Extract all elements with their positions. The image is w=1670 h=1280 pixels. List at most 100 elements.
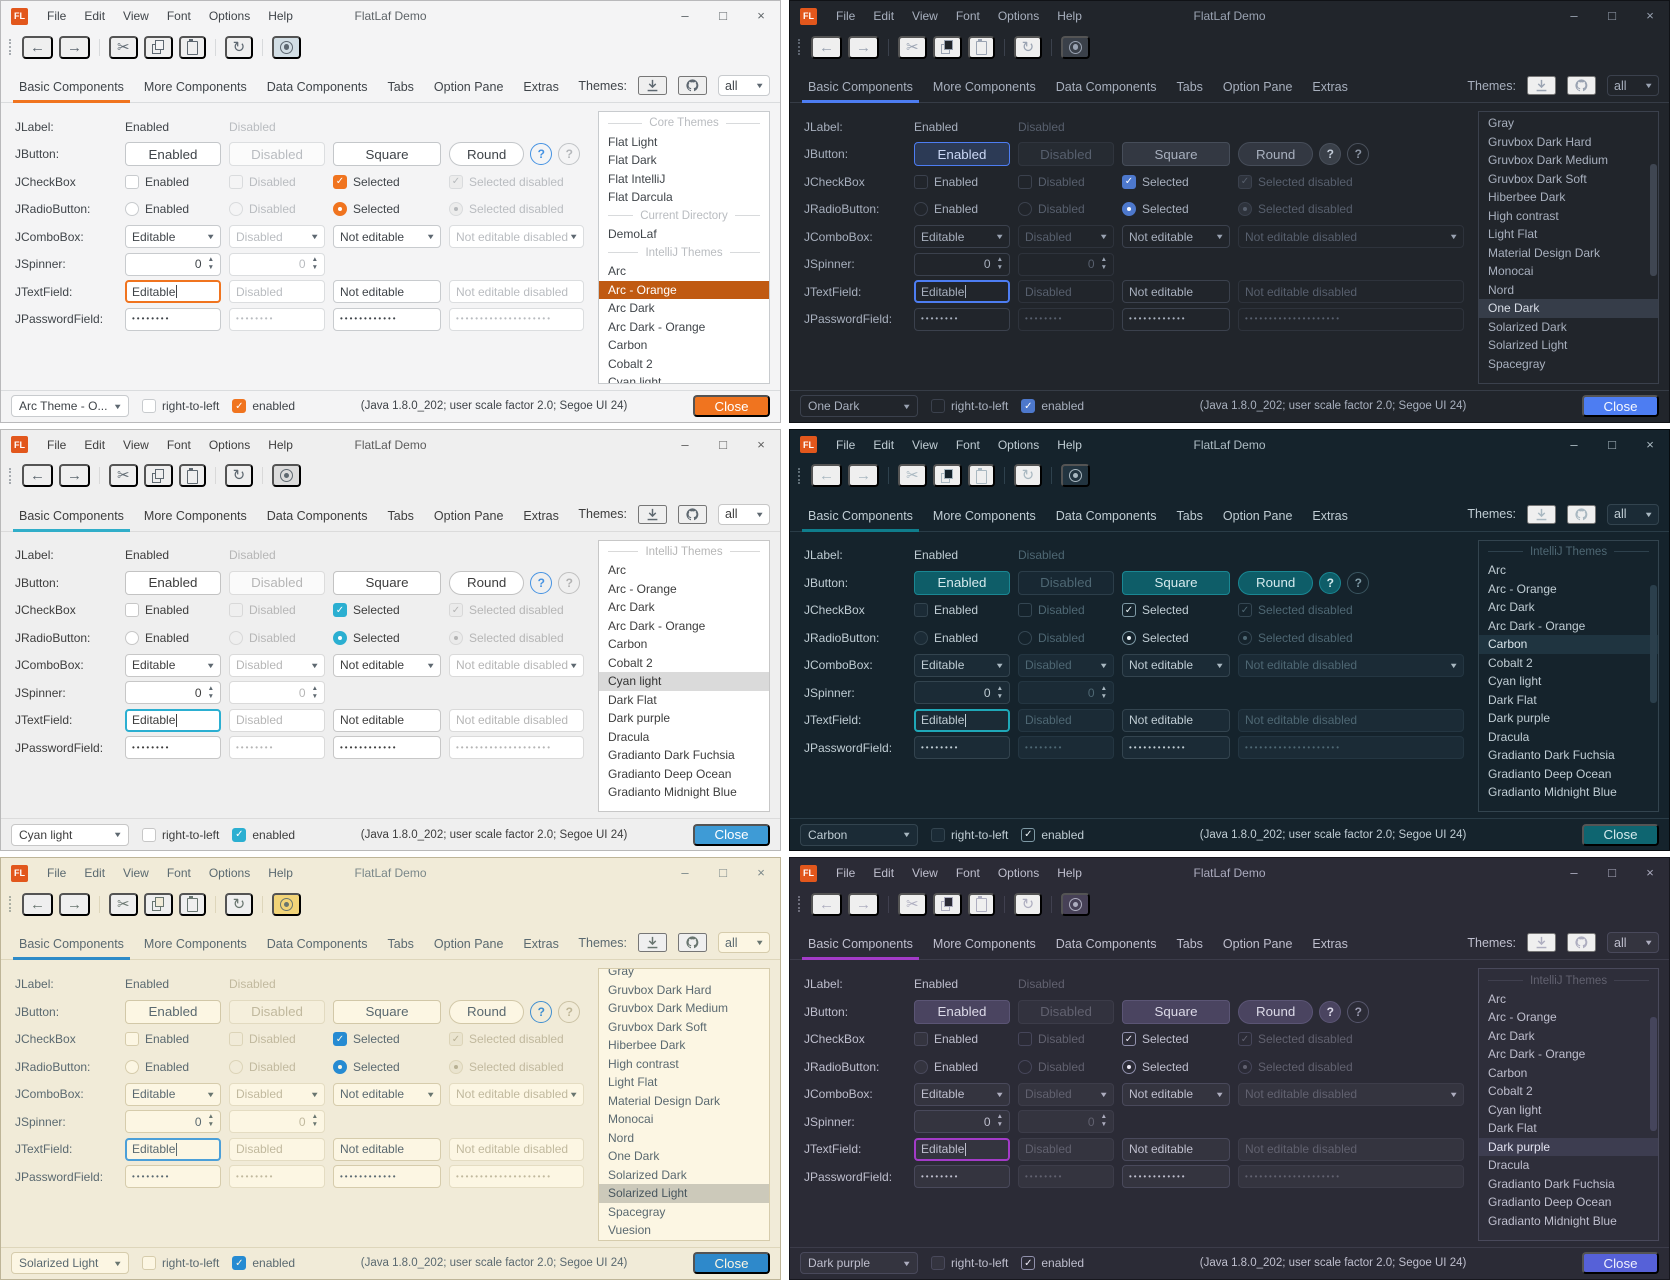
jbutton-enabled[interactable]: Enabled [125, 570, 221, 595]
radio-enabled[interactable]: Enabled [914, 630, 1010, 645]
paste-button[interactable] [178, 892, 206, 916]
theme-item-gray[interactable]: Gray [608, 968, 635, 979]
jcombobox-not-editable[interactable]: Not editable ▼ [1122, 653, 1230, 677]
laf-selector-combo[interactable]: Carbon ▼ [800, 823, 918, 846]
theme-item-dracula[interactable]: Dracula [1488, 1158, 1530, 1173]
tab-more-components[interactable]: More Components [143, 508, 247, 523]
jspinner[interactable]: 0 ▲ ▼ [125, 681, 221, 705]
menu-options[interactable]: Options [208, 437, 251, 452]
copy-button[interactable] [932, 892, 962, 916]
jbutton-round[interactable]: Round [1238, 999, 1314, 1024]
jpasswordfield-3[interactable]: •••••••••••• [1122, 307, 1230, 331]
theme-item-hiberbee-dark[interactable]: Hiberbee Dark [608, 1038, 686, 1053]
tab-more-components[interactable]: More Components [143, 80, 247, 94]
jtextfield-editable[interactable]: Editable [914, 1137, 1010, 1161]
checkbox-enabled[interactable]: Enabled [914, 603, 1010, 618]
spinner-arrows-icon[interactable]: ▲ ▼ [208, 685, 214, 701]
theme-item-solarized-light[interactable]: Solarized Light [599, 1184, 769, 1203]
menu-file[interactable]: File [836, 437, 856, 452]
github-button[interactable] [1567, 504, 1596, 524]
list-scrollbar-thumb[interactable] [1650, 1017, 1657, 1132]
back-button[interactable]: ← [811, 35, 842, 59]
github-button[interactable] [1567, 76, 1596, 95]
jcombobox-editable[interactable]: Editable ▼ [914, 225, 1010, 249]
theme-filter-combo[interactable]: all ▼ [718, 75, 770, 96]
eye-toggle-button[interactable] [272, 464, 302, 488]
download-theme-button[interactable] [1527, 933, 1556, 953]
menu-edit[interactable]: Edit [84, 437, 106, 452]
close-window-button[interactable]: × [757, 436, 765, 452]
spinner-arrows-icon[interactable]: ▲ ▼ [997, 1114, 1003, 1129]
radio-selected[interactable]: Selected [1122, 202, 1230, 217]
jcombobox-editable[interactable]: Editable ▼ [125, 653, 221, 677]
theme-item-arc-dark-orange[interactable]: Arc Dark - Orange [608, 319, 706, 334]
maximize-button[interactable]: □ [719, 865, 727, 881]
jspinner[interactable]: 0 ▲ ▼ [125, 252, 221, 276]
maximize-button[interactable]: □ [719, 436, 727, 452]
checkbox-icon[interactable]: ✓ [1122, 1032, 1136, 1047]
jbutton-round[interactable]: Round [1238, 570, 1314, 595]
close-button[interactable]: Close [693, 823, 770, 846]
github-button[interactable] [1567, 933, 1596, 953]
tab-data-components[interactable]: Data Components [266, 80, 368, 94]
enabled-checkbox[interactable]: ✓ enabled [232, 399, 295, 414]
radio-selected[interactable]: Selected [333, 1059, 441, 1074]
jbutton-square[interactable]: Square [1122, 570, 1230, 595]
paste-button[interactable] [178, 464, 206, 488]
checkbox-enabled[interactable]: Enabled [125, 1032, 221, 1047]
menu-help[interactable]: Help [268, 9, 293, 23]
jpasswordfield-3[interactable]: •••••••••••• [1122, 736, 1230, 760]
help-button[interactable]: ? [1319, 143, 1342, 166]
menu-options[interactable]: Options [997, 9, 1040, 23]
checkbox-enabled[interactable]: Enabled [125, 174, 221, 189]
eye-toggle-button[interactable] [1061, 464, 1091, 488]
theme-item-gruvbox-dark-hard[interactable]: Gruvbox Dark Hard [1488, 134, 1592, 149]
back-button[interactable]: ← [22, 35, 53, 59]
right-to-left-checkbox[interactable]: right-to-left [142, 399, 219, 414]
paste-button[interactable] [967, 892, 995, 916]
minimize-button[interactable]: – [681, 436, 689, 452]
theme-item-gradianto-deep-ocean[interactable]: Gradianto Deep Ocean [608, 766, 732, 781]
theme-item-gray[interactable]: Gray [1488, 116, 1515, 130]
checkbox-icon[interactable]: ✓ [232, 399, 247, 414]
copy-button[interactable] [932, 464, 962, 488]
jspinner[interactable]: 0 ▲ ▼ [125, 1110, 221, 1134]
copy-button[interactable] [932, 35, 962, 59]
theme-item-monocai[interactable]: Monocai [608, 1112, 654, 1127]
maximize-button[interactable]: □ [1608, 436, 1616, 452]
radio-icon[interactable] [125, 202, 139, 217]
theme-item-spacegray[interactable]: Spacegray [608, 1204, 666, 1219]
help-button[interactable]: ? [530, 143, 553, 166]
checkbox-icon[interactable] [125, 174, 139, 189]
laf-selector-combo[interactable]: Arc Theme - O... ▼ [11, 395, 129, 418]
laf-selector-combo[interactable]: Cyan light ▼ [11, 823, 129, 846]
tab-data-components[interactable]: Data Components [1055, 508, 1157, 523]
help-disabled-button[interactable]: ? [1347, 143, 1370, 166]
jpasswordfield-1[interactable]: •••••••• [914, 307, 1010, 331]
right-to-left-checkbox[interactable]: right-to-left [931, 1256, 1008, 1271]
maximize-button[interactable]: □ [1608, 8, 1616, 23]
maximize-button[interactable]: □ [719, 8, 727, 23]
eye-toggle-button[interactable] [272, 35, 302, 59]
theme-item-arc[interactable]: Arc [1488, 991, 1506, 1006]
close-button[interactable]: Close [1582, 823, 1659, 846]
jspinner[interactable]: 0 ▲ ▼ [914, 1110, 1010, 1134]
help-button[interactable]: ? [530, 1000, 553, 1023]
menu-font[interactable]: Font [166, 437, 191, 452]
refresh-button[interactable]: ↻ [224, 464, 254, 488]
theme-item-monocai[interactable]: Monocai [1488, 264, 1534, 278]
jtextfield-not-editable[interactable]: Not editable [1122, 1137, 1230, 1161]
checkbox-icon[interactable] [142, 827, 156, 842]
laf-selector-combo[interactable]: Solarized Light ▼ [11, 1252, 129, 1275]
paste-button[interactable] [967, 35, 995, 59]
theme-item-spacegray[interactable]: Spacegray [1488, 356, 1546, 371]
theme-item-arc-orange[interactable]: Arc - Orange [599, 280, 769, 299]
theme-item-cyan-light[interactable]: Cyan light [599, 672, 769, 691]
theme-item-high-contrast[interactable]: High contrast [608, 1056, 679, 1071]
refresh-button[interactable]: ↻ [224, 35, 254, 59]
menu-edit[interactable]: Edit [873, 9, 895, 23]
close-window-button[interactable]: × [1646, 436, 1654, 452]
checkbox-icon[interactable] [125, 1032, 139, 1047]
back-button[interactable]: ← [22, 892, 53, 916]
checkbox-icon[interactable]: ✓ [333, 1032, 347, 1047]
